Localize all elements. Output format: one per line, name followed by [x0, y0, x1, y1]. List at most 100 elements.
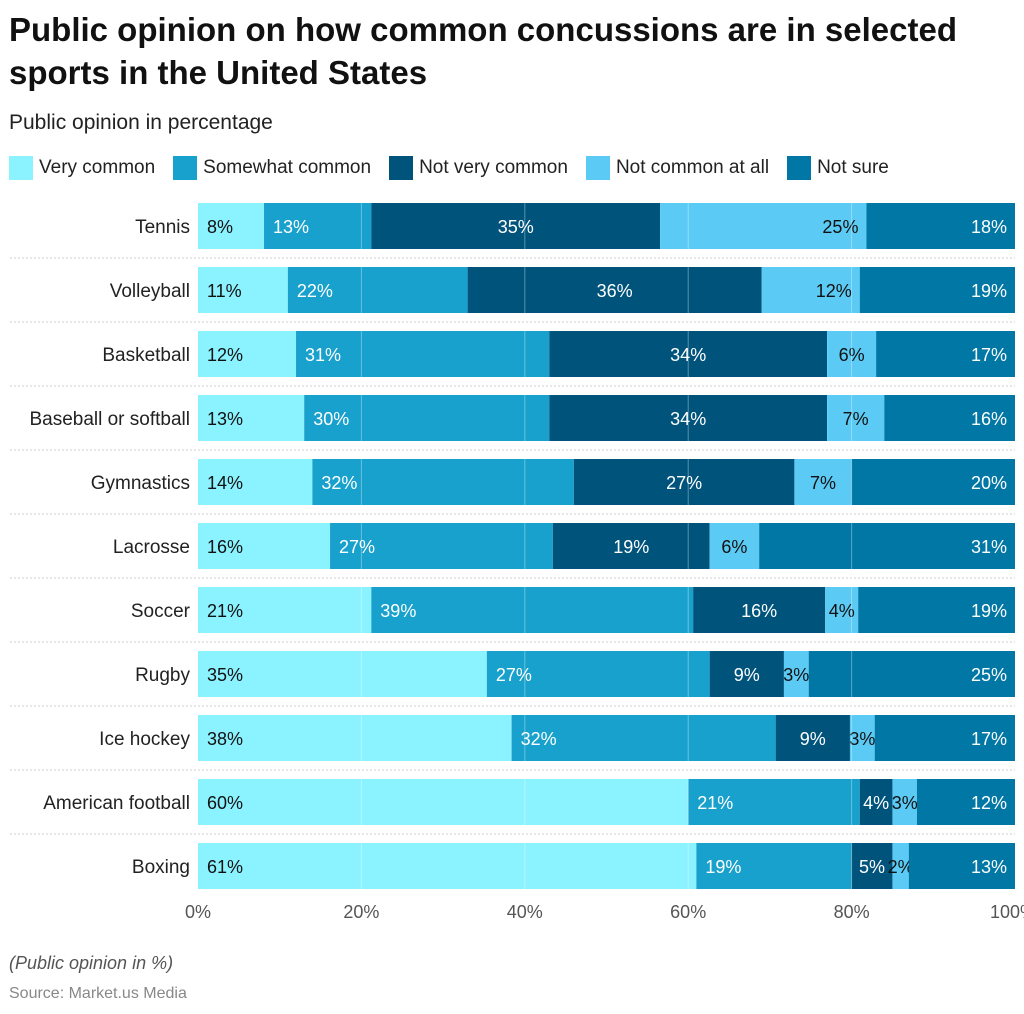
legend-label: Not sure: [817, 157, 889, 178]
data-label: 31%: [305, 345, 341, 365]
bar-segment: [198, 651, 487, 697]
bar-segment: [851, 843, 893, 889]
x-tick-label: 20%: [343, 902, 379, 922]
data-label: 61%: [207, 857, 243, 877]
data-label: 18%: [971, 217, 1007, 237]
bar-segment: [849, 715, 875, 761]
bar-segment: [874, 715, 1015, 761]
bar-segment: [884, 395, 1015, 441]
data-label: 19%: [971, 281, 1007, 301]
bar-segment: [858, 587, 1015, 633]
bar-segment: [859, 779, 893, 825]
data-label: 25%: [971, 665, 1007, 685]
bar-segment: [264, 203, 372, 249]
legend-item: Very common: [9, 156, 155, 180]
bar-segment: [287, 267, 468, 313]
bar-segment: [696, 843, 852, 889]
data-label: 4%: [863, 793, 889, 813]
bar-segment: [916, 779, 1015, 825]
category-label: Gymnastics: [91, 473, 190, 494]
data-label: 12%: [207, 345, 243, 365]
bar-segment: [688, 779, 860, 825]
legend-label: Not very common: [419, 157, 568, 178]
chart-plot: Tennis 8% 13% 35% 25% 18% Volleyball 11% 22% 36% 1…: [10, 203, 1024, 922]
x-tick-label: 80%: [834, 902, 870, 922]
legend-swatch: [9, 156, 33, 180]
bar-segment: [198, 331, 297, 377]
x-tick-label: 100%: [990, 902, 1024, 922]
data-label: 39%: [380, 601, 416, 621]
data-label: 34%: [670, 345, 706, 365]
bar-segment: [198, 267, 288, 313]
bar-segment: [198, 395, 305, 441]
data-label: 27%: [339, 537, 375, 557]
data-label: 19%: [705, 857, 741, 877]
category-label: Baseball or softball: [29, 409, 190, 430]
category-label: Rugby: [135, 665, 190, 686]
category-label: American football: [43, 793, 190, 814]
bar-segment: [794, 459, 852, 505]
data-label: 31%: [971, 537, 1007, 557]
bar-segment: [573, 459, 795, 505]
data-label: 27%: [496, 665, 532, 685]
legend-label: Not common at all: [615, 157, 770, 178]
legend: Very common Somewhat common Not very commo…: [9, 156, 889, 180]
data-label: 16%: [971, 409, 1007, 429]
data-label: 17%: [971, 345, 1007, 365]
data-label: 38%: [207, 729, 243, 749]
bar-segment: [827, 331, 877, 377]
bar-segment: [549, 331, 828, 377]
bar-segment: [825, 587, 859, 633]
bar-segment: [198, 459, 313, 505]
bar-segment: [549, 395, 828, 441]
bar-segment: [693, 587, 826, 633]
legend-swatch: [173, 156, 198, 180]
bar-segment: [851, 459, 1015, 505]
bar-segment: [198, 843, 697, 889]
legend-item: Not very common: [389, 156, 568, 180]
data-label: 22%: [297, 281, 333, 301]
data-label: 35%: [207, 665, 243, 685]
legend-swatch: [787, 156, 812, 180]
bar-segment: [892, 779, 917, 825]
data-label: 9%: [734, 665, 760, 685]
data-label: 21%: [207, 601, 243, 621]
data-label: 6%: [721, 537, 747, 557]
bar-segment: [371, 203, 661, 249]
bar-segment: [198, 779, 689, 825]
bar-segment: [371, 587, 694, 633]
bar-segment: [892, 843, 909, 889]
legend-item: Somewhat common: [173, 156, 371, 180]
chart-note: (Public opinion in %): [9, 953, 174, 973]
bar-segment: [330, 523, 553, 569]
data-label: 30%: [313, 409, 349, 429]
category-label: Basketball: [102, 345, 190, 366]
data-label: 35%: [498, 217, 534, 237]
data-label: 25%: [822, 217, 858, 237]
bar-segment: [304, 395, 550, 441]
data-label: 34%: [670, 409, 706, 429]
bar-segment: [808, 651, 1015, 697]
bar-segment: [827, 395, 885, 441]
data-label: 20%: [971, 473, 1007, 493]
data-label: 36%: [597, 281, 633, 301]
data-label: 60%: [207, 793, 243, 813]
bar-segment: [761, 267, 860, 313]
bar-segment: [775, 715, 850, 761]
bar-segment: [296, 331, 550, 377]
bar-segment: [312, 459, 574, 505]
x-tick-label: 40%: [507, 902, 543, 922]
category-label: Boxing: [132, 857, 190, 878]
bar-segment: [198, 523, 331, 569]
bar-segment: [759, 523, 1015, 569]
category-label: Soccer: [131, 601, 191, 622]
data-label: 4%: [829, 601, 855, 621]
category-label: Tennis: [135, 217, 190, 238]
legend-item: Not sure: [787, 156, 889, 180]
data-label: 3%: [849, 729, 875, 749]
chart-source: Source: Market.us Media: [9, 985, 187, 1002]
x-tick-label: 60%: [670, 902, 706, 922]
data-label: 13%: [971, 857, 1007, 877]
bar-segment: [198, 715, 512, 761]
data-label: 16%: [207, 537, 243, 557]
